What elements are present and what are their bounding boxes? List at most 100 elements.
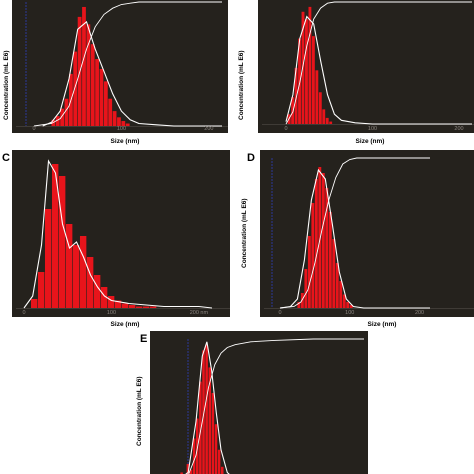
plot-area-a: 0 100 200 bbox=[12, 0, 228, 133]
histogram-bar bbox=[300, 293, 304, 308]
size-distribution-curve bbox=[23, 159, 213, 309]
histogram-bar bbox=[86, 24, 91, 126]
plot-area-d: 0 100 200 bbox=[260, 150, 474, 317]
chart-e bbox=[180, 338, 364, 474]
histogram-bar bbox=[208, 367, 212, 474]
x-tick-label: 100 bbox=[368, 126, 377, 132]
histogram-bar bbox=[121, 121, 126, 126]
histogram-bar bbox=[100, 287, 108, 308]
histogram-bar bbox=[349, 305, 353, 308]
histogram-bar bbox=[189, 469, 193, 474]
x-tick-label: 0 bbox=[278, 310, 281, 316]
histogram-bar bbox=[346, 302, 350, 308]
histogram-bar bbox=[107, 296, 115, 308]
x-axis-label-b: Size (nm) bbox=[355, 138, 385, 145]
histogram-bar bbox=[108, 98, 113, 126]
histogram-bar bbox=[318, 167, 322, 308]
chart-a: 0 100 200 bbox=[16, 1, 228, 132]
histogram-bar bbox=[86, 257, 94, 308]
histogram-bar bbox=[321, 173, 325, 308]
cumulative-curve bbox=[285, 1, 472, 125]
histogram-bar bbox=[90, 44, 95, 126]
histogram-bar bbox=[305, 19, 308, 124]
chart-b: 0 100 200 bbox=[262, 1, 474, 132]
cumulative-curve bbox=[188, 338, 364, 474]
plot-area-b: 0 100 200 bbox=[258, 0, 474, 133]
size-distribution-curve bbox=[185, 341, 230, 474]
histogram-bar bbox=[128, 305, 136, 308]
histogram-bar bbox=[103, 81, 108, 126]
histogram-bar bbox=[335, 263, 339, 308]
size-distribution-curve bbox=[42, 20, 222, 127]
panel-letter-c: C bbox=[2, 152, 10, 164]
chart-d: 0 100 200 bbox=[264, 157, 474, 316]
histogram-bar bbox=[73, 51, 78, 126]
histogram-bar bbox=[135, 306, 143, 308]
histogram-bar bbox=[318, 92, 322, 124]
histogram-bar bbox=[199, 381, 202, 474]
y-axis-label-e: Concentration (mL E6) bbox=[136, 376, 143, 446]
histogram-bar bbox=[95, 59, 99, 126]
cumulative-curve bbox=[33, 1, 222, 127]
cumulative-curve bbox=[279, 157, 430, 309]
chart-c: 0 100 200 nm bbox=[16, 159, 230, 316]
histogram-bar bbox=[192, 438, 196, 474]
panel-letter-d: D bbox=[247, 152, 255, 164]
y-axis-label-d: Concentration (mL E6) bbox=[241, 198, 248, 268]
histogram-bar bbox=[125, 123, 130, 126]
histogram-bar bbox=[332, 239, 336, 308]
histogram-bar bbox=[328, 212, 332, 308]
y-axis-label-b: Concentration (mL E6) bbox=[238, 50, 245, 120]
histogram-bar bbox=[114, 300, 122, 308]
histogram-bar bbox=[99, 68, 104, 126]
histogram-bar bbox=[221, 466, 224, 474]
x-tick-label: 200 bbox=[454, 126, 463, 132]
size-distribution-curve bbox=[285, 15, 472, 125]
histogram-bar bbox=[55, 116, 60, 126]
histogram-bar bbox=[117, 117, 121, 126]
x-tick-label: 0 bbox=[22, 310, 25, 316]
x-axis-label-a: Size (nm) bbox=[110, 138, 140, 145]
histogram-bar bbox=[112, 111, 117, 126]
histogram-bar bbox=[342, 294, 346, 308]
y-axis-label-a: Concentration (mL E6) bbox=[3, 50, 10, 120]
histogram-bar bbox=[202, 350, 205, 474]
x-tick-label: 100 bbox=[117, 126, 126, 132]
panel-letter-e: E bbox=[140, 333, 148, 345]
size-distribution-curve bbox=[279, 168, 430, 309]
histogram-bar bbox=[311, 36, 315, 124]
histogram-bar bbox=[211, 392, 215, 474]
histogram-bar bbox=[322, 109, 326, 124]
histogram-bar bbox=[72, 245, 80, 308]
histogram-bar bbox=[329, 121, 333, 124]
histogram-bar bbox=[308, 6, 312, 125]
histogram-bar bbox=[30, 299, 38, 308]
histogram-bar bbox=[58, 176, 66, 308]
histogram-bar bbox=[304, 269, 308, 308]
x-tick-label: 100 bbox=[107, 310, 116, 316]
histogram-bar bbox=[37, 272, 45, 308]
histogram-bar bbox=[82, 6, 86, 127]
histogram-bar bbox=[298, 38, 301, 124]
plot-area-c: 0 100 200 nm bbox=[12, 150, 230, 317]
histogram-bar bbox=[339, 281, 343, 308]
histogram-bar bbox=[79, 236, 87, 308]
histogram-bar bbox=[186, 463, 190, 474]
histogram-bar bbox=[180, 472, 183, 474]
histogram-bar bbox=[51, 164, 59, 308]
histogram-bar bbox=[44, 209, 52, 308]
x-tick-label: 0 bbox=[284, 126, 287, 132]
histogram-bar bbox=[214, 424, 218, 474]
plot-area-e bbox=[150, 331, 368, 474]
histogram-bar bbox=[93, 275, 101, 308]
histogram-bar bbox=[315, 70, 319, 124]
histogram-bar bbox=[325, 188, 329, 308]
histogram-bar bbox=[205, 344, 208, 474]
histogram-bar bbox=[142, 306, 150, 308]
histogram-bar bbox=[149, 306, 157, 308]
x-tick-label: 200 bbox=[415, 310, 424, 316]
x-tick-label: 0 bbox=[32, 126, 35, 132]
histogram-bar bbox=[325, 117, 329, 124]
histogram-bar bbox=[65, 224, 73, 308]
x-tick-label: 200 bbox=[204, 126, 213, 132]
